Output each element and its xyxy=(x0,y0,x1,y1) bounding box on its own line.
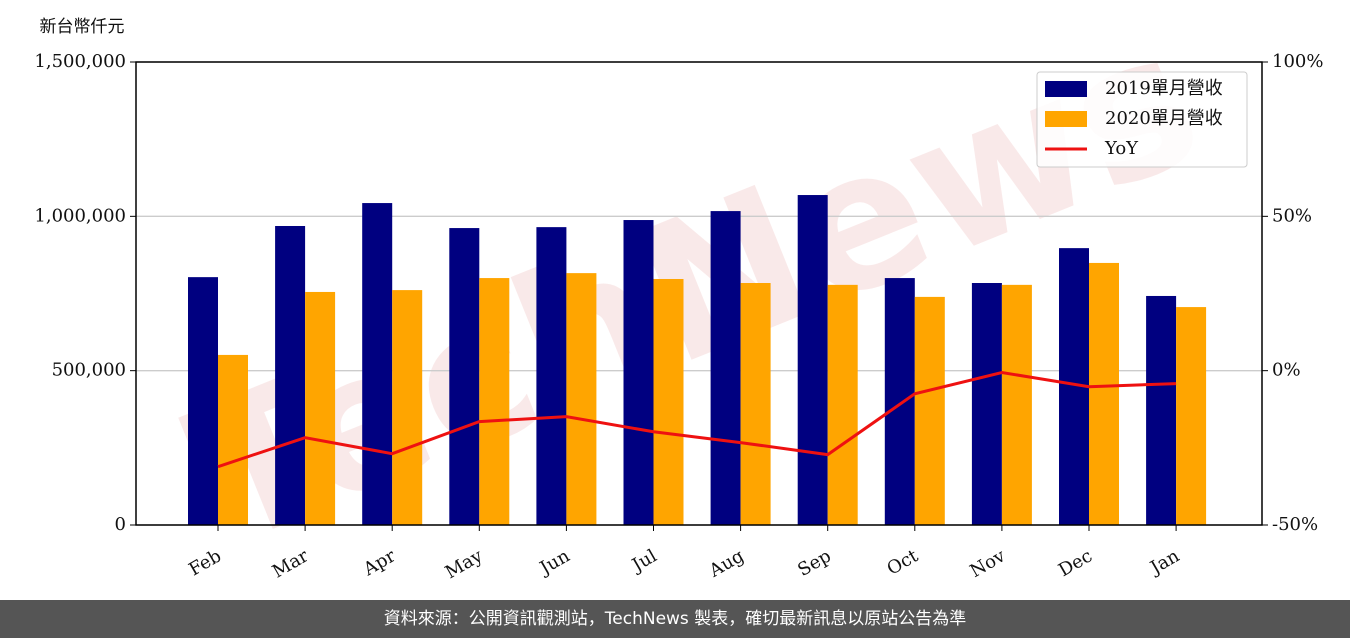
y-tick-label: 0 xyxy=(115,514,126,535)
bar xyxy=(1089,262,1119,525)
bar xyxy=(740,283,771,525)
y2-tick-label: 100% xyxy=(1272,51,1323,72)
x-tick-label: Dec xyxy=(1055,545,1096,581)
x-tick-label: Oct xyxy=(884,545,923,580)
legend-swatch xyxy=(1045,111,1087,127)
y-tick-label: 1,000,000 xyxy=(34,205,126,226)
x-tick-label: May xyxy=(442,545,487,583)
x-tick-label: Feb xyxy=(185,545,225,580)
x-tick-label: Nov xyxy=(967,545,1010,582)
x-tick-label: Jul xyxy=(627,545,661,577)
legend-label: 2020單月營收 xyxy=(1105,108,1223,129)
x-tick-label: Aug xyxy=(705,545,748,582)
bar xyxy=(884,278,915,525)
yoy-line xyxy=(217,370,1177,469)
y-tick-label: 500,000 xyxy=(52,360,126,381)
bar xyxy=(188,277,218,525)
legend-box xyxy=(1036,71,1248,168)
bar xyxy=(362,203,393,525)
legend-label: 2019單月營收 xyxy=(1105,78,1223,99)
bar xyxy=(479,278,510,525)
bar xyxy=(797,195,828,525)
x-tick-label: Sep xyxy=(794,545,834,580)
bar xyxy=(971,283,1002,525)
y-axis-label: 新台幣仟元 xyxy=(40,17,125,37)
y2-tick-label: -50% xyxy=(1272,514,1318,535)
bar xyxy=(566,273,597,525)
x-tick-label: Apr xyxy=(359,545,399,580)
bar xyxy=(914,296,945,525)
bar xyxy=(305,291,336,525)
bar xyxy=(392,290,423,525)
bar xyxy=(653,278,684,525)
bar xyxy=(710,211,741,525)
bar xyxy=(623,220,654,525)
y-tick-label: 1,500,000 xyxy=(34,51,126,72)
bar xyxy=(1146,295,1177,525)
bar xyxy=(536,227,567,526)
chart: 新台幣仟元 TechNews0500,0001,000,0001,500,000… xyxy=(34,0,1323,588)
bar xyxy=(827,284,858,525)
plot-frame xyxy=(135,61,1263,526)
y2-tick-label: 50% xyxy=(1272,205,1312,226)
bar xyxy=(1176,307,1207,525)
y2-tick-label: 0% xyxy=(1272,360,1301,381)
legend-swatch xyxy=(1045,81,1087,97)
legend-label: YoY xyxy=(1104,138,1139,159)
bar xyxy=(449,228,480,525)
footer: 資料來源：公開資訊觀測站，TechNews 製表，確切最新訊息以原站公告為準 xyxy=(0,600,1350,638)
bar xyxy=(275,225,306,525)
bar xyxy=(218,354,248,525)
x-tick-label: Jan xyxy=(1145,545,1183,579)
bar xyxy=(1001,284,1032,525)
x-tick-label: Jun xyxy=(535,545,574,580)
